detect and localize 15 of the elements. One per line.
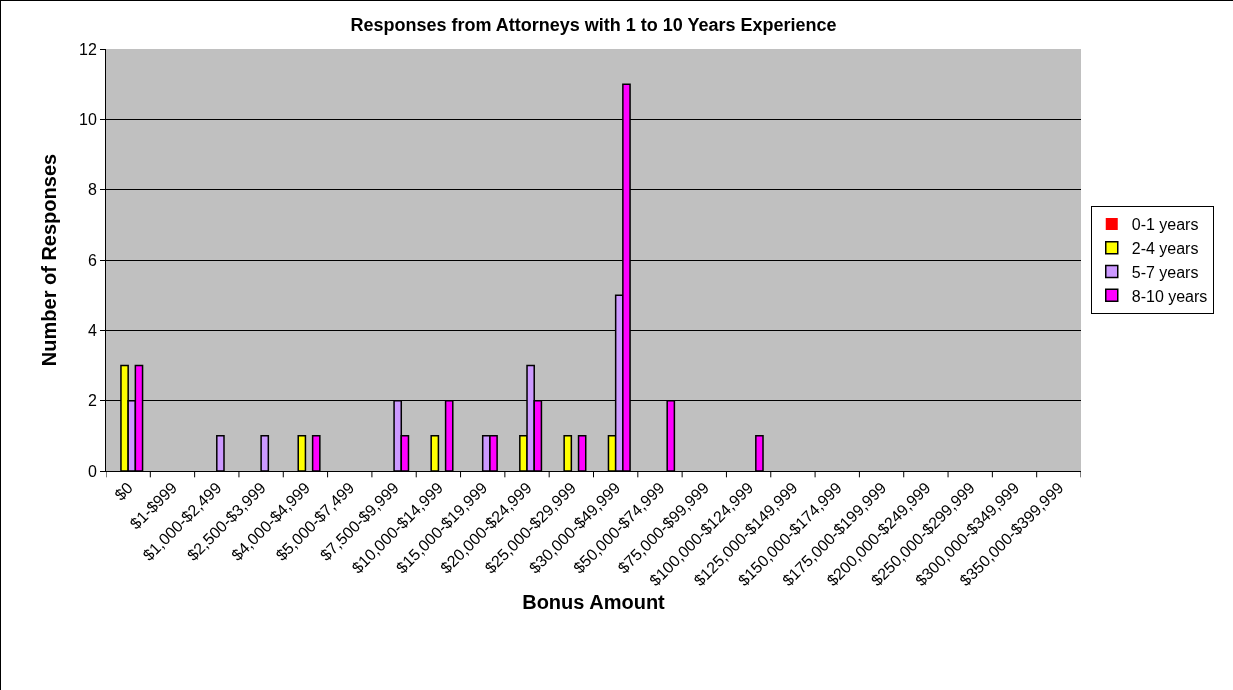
legend-label: 8-10 years [1131, 287, 1208, 305]
chart-title: Responses from Attorneys with 1 to 10 Years Experience [350, 15, 837, 36]
y-tick-label: 0 [87, 462, 97, 480]
y-tick-label: 4 [87, 321, 97, 339]
y-tick-label: 12 [79, 40, 97, 58]
y-tick-label: 10 [79, 110, 97, 128]
x-tick-label: $0 [111, 478, 137, 504]
y-tick-label: 2 [87, 392, 97, 410]
legend-label: 5-7 years [1131, 263, 1199, 281]
legend-label: 0-1 years [1131, 216, 1199, 234]
x-axis-title: Bonus Amount [522, 591, 666, 614]
legend-label: 2-4 years [1131, 239, 1199, 257]
y-tick-label: 6 [87, 251, 97, 269]
y-tick-label: 8 [87, 181, 97, 199]
y-axis-title: Number of Responses [38, 153, 60, 367]
